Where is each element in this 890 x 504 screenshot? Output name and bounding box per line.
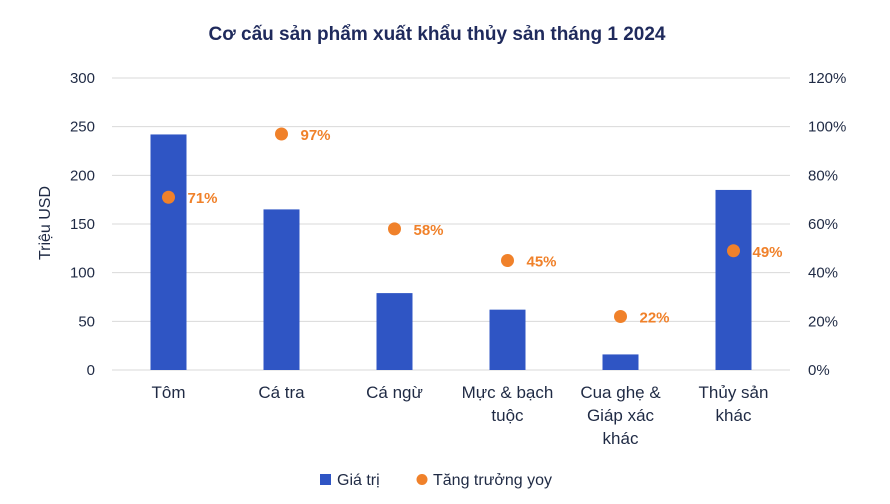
y2-tick-label: 20% xyxy=(808,313,838,330)
bar xyxy=(602,354,639,370)
y-tick-label: 200 xyxy=(70,167,95,184)
y-tick-label: 300 xyxy=(70,70,95,87)
legend: Giá trị Tăng trưởng yoy xyxy=(320,472,552,489)
legend-growth-swatch xyxy=(416,474,428,485)
growth-series: 71% 97% 58% 45% 22% 49% xyxy=(162,127,783,326)
y2-tick-label: 120% xyxy=(808,70,846,87)
y-tick-label: 0 xyxy=(87,362,95,379)
chart-title: Cơ cấu sản phẩm xuất khẩu thủy sản tháng… xyxy=(209,24,666,45)
x-category-label: Thủy sản xyxy=(699,383,769,402)
bar xyxy=(376,293,413,370)
x-axis-categories: Tôm Cá tra Cá ngừ Mực & bạch tuộc Cua ghẹ & Gi… xyxy=(152,383,769,448)
legend-growth-label: Tăng trưởng yoy xyxy=(433,472,552,489)
growth-point xyxy=(727,244,740,258)
x-category-label: Cá tra xyxy=(258,383,305,402)
y2-tick-label: 0% xyxy=(808,362,830,379)
y-axis-right: 0% 20% 40% 60% 80% 100% 120% xyxy=(808,70,846,379)
bar xyxy=(489,309,526,370)
y-axis-left: 0 50 100 150 200 250 300 xyxy=(70,70,95,379)
x-category-label: Cua ghẹ & xyxy=(580,383,661,402)
growth-point xyxy=(162,190,175,204)
growth-data-label: 49% xyxy=(753,244,783,261)
x-category-label: Cá ngừ xyxy=(366,383,423,402)
x-category-label: khác xyxy=(603,429,639,448)
x-category-label: Giáp xác xyxy=(587,406,655,425)
growth-data-label: 58% xyxy=(414,222,444,239)
y-tick-label: 100 xyxy=(70,265,95,282)
y-tick-label: 50 xyxy=(78,313,95,330)
y-axis-label: Triệu USD xyxy=(37,186,54,260)
bar xyxy=(715,189,752,370)
bar-series xyxy=(150,134,752,370)
bar xyxy=(263,209,300,370)
y2-tick-label: 60% xyxy=(808,216,838,233)
growth-data-label: 97% xyxy=(301,127,331,144)
growth-data-label: 22% xyxy=(640,309,670,326)
y2-tick-label: 40% xyxy=(808,265,838,282)
gridlines xyxy=(112,77,790,371)
y2-tick-label: 100% xyxy=(808,119,846,136)
x-category-label: Tôm xyxy=(152,383,186,402)
x-category-label: tuộc xyxy=(491,406,524,425)
growth-point xyxy=(388,222,401,236)
y2-tick-label: 80% xyxy=(808,167,838,184)
legend-bar-label: Giá trị xyxy=(337,472,380,489)
growth-data-label: 45% xyxy=(527,254,557,271)
x-category-label: khác xyxy=(716,406,752,425)
growth-data-label: 71% xyxy=(188,190,218,207)
y-tick-label: 150 xyxy=(70,216,95,233)
growth-point xyxy=(275,127,288,141)
legend-bar-swatch xyxy=(320,474,331,485)
y-tick-label: 250 xyxy=(70,119,95,136)
bar xyxy=(150,134,187,370)
x-category-label: Mực & bạch xyxy=(462,383,554,402)
growth-point xyxy=(501,254,514,267)
growth-point xyxy=(614,309,627,323)
